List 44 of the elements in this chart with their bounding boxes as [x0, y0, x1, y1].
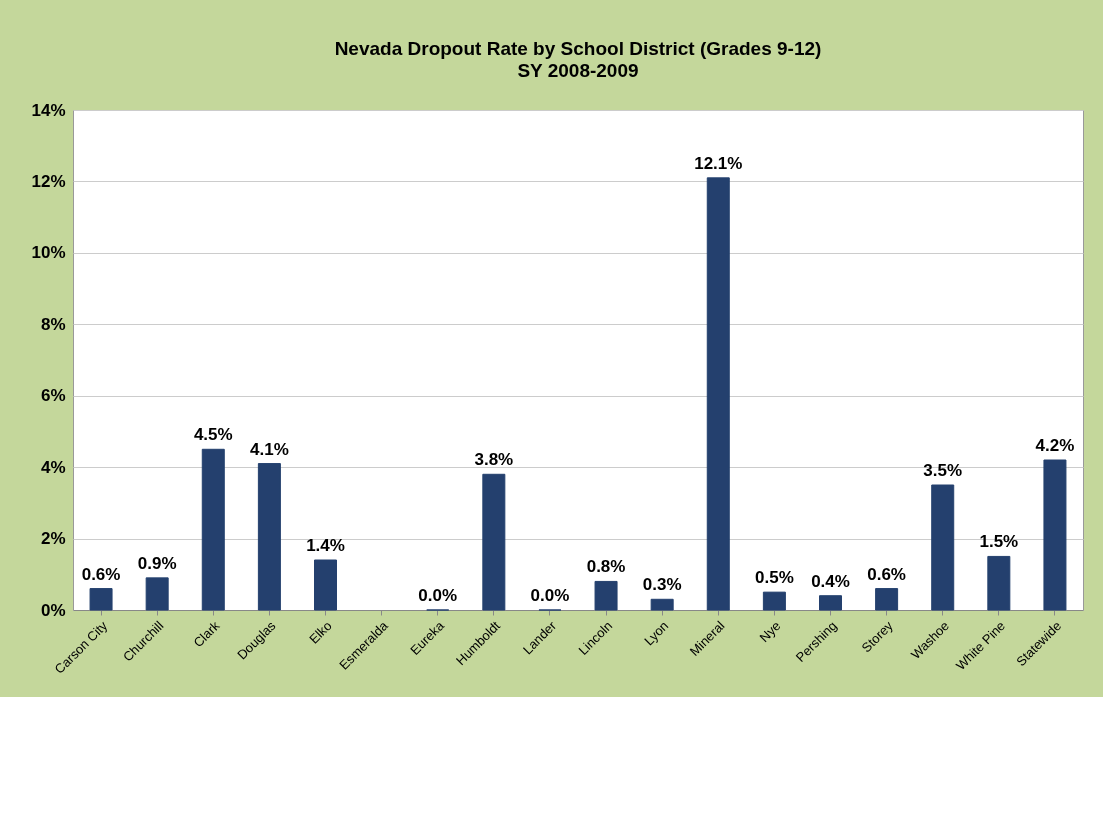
bar	[987, 555, 1011, 611]
x-tick-label: Nye	[756, 618, 784, 646]
data-label: 4.1%	[250, 439, 289, 459]
data-label: 3.5%	[923, 461, 963, 480]
y-tick-label: 10%	[31, 243, 66, 263]
data-label: 0.4%	[811, 571, 850, 591]
data-label: 0.6%	[81, 564, 121, 584]
chart-title: Nevada Dropout Rate by School District (Grades 9-12)	[334, 38, 822, 59]
bar	[875, 588, 899, 611]
y-tick-label: 12%	[31, 171, 66, 191]
bar	[931, 484, 955, 611]
bar	[1043, 459, 1067, 611]
y-tick-label: 4%	[40, 457, 66, 477]
data-label: 4.2%	[1035, 436, 1075, 455]
data-label: 0.0%	[418, 586, 458, 605]
bar	[89, 588, 113, 611]
chart-subtitle: SY 2008-2009	[517, 60, 639, 81]
bar	[314, 559, 337, 611]
data-label: 0.6%	[867, 564, 906, 584]
y-tick-label: 6%	[40, 386, 66, 406]
bar	[201, 448, 225, 611]
data-label: 4.5%	[193, 425, 233, 445]
bar	[819, 595, 842, 611]
bar	[145, 577, 169, 611]
data-label: 0.5%	[755, 568, 794, 588]
data-label: 0.9%	[137, 553, 177, 573]
bar	[706, 177, 730, 611]
y-tick-label: 8%	[40, 314, 66, 334]
bar	[594, 580, 618, 611]
bar	[762, 591, 786, 611]
x-tick-label: Elko	[306, 618, 335, 647]
data-label: 3.8%	[474, 450, 514, 470]
bar	[650, 598, 674, 611]
y-tick-label: 14%	[31, 100, 66, 120]
data-label: 0.0%	[530, 586, 570, 605]
y-tick-label: 2%	[40, 529, 66, 549]
data-label: 0.8%	[586, 557, 626, 577]
data-label: 1.4%	[306, 536, 345, 555]
data-label: 12.1%	[694, 153, 743, 173]
bar	[482, 473, 506, 611]
y-tick-label: 0%	[40, 600, 66, 620]
bar	[257, 463, 281, 611]
data-label: 0.3%	[642, 575, 682, 595]
data-label: 1.5%	[979, 532, 1019, 552]
